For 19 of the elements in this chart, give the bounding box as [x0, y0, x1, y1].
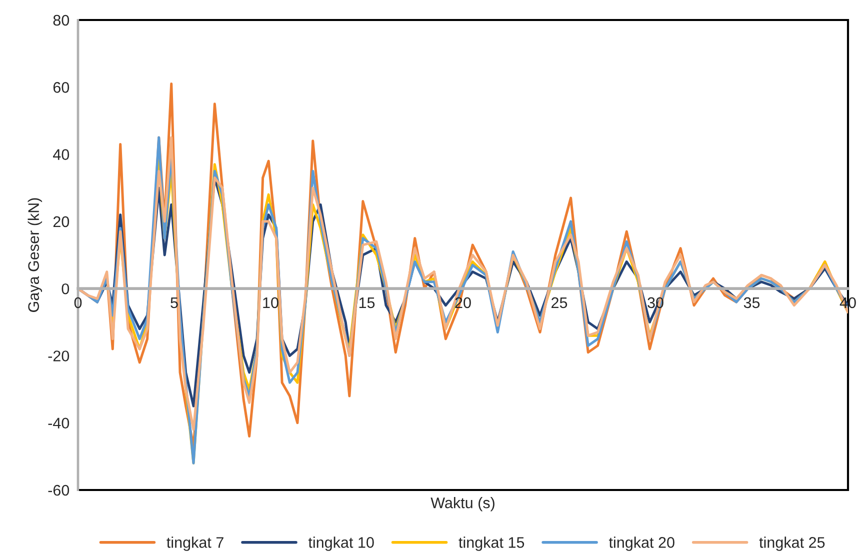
legend-label: tingkat 10	[308, 536, 374, 551]
x-tick-label: 25	[552, 297, 568, 308]
x-axis-title: Waktu (s)	[430, 497, 494, 512]
y-tick-label: 0	[62, 283, 70, 294]
y-tick-label: 40	[53, 149, 70, 160]
y-tick-label: 60	[53, 82, 70, 93]
y-tick-label: 80	[53, 14, 70, 26]
x-tick-label: 15	[359, 297, 375, 308]
y-tick-label: -20	[48, 350, 70, 362]
legend-label: tingkat 15	[458, 536, 524, 551]
legend-label: tingkat 25	[759, 536, 825, 551]
y-axis-title: Gaya Geser (kN)	[28, 198, 42, 312]
x-tick-label: 0	[74, 297, 82, 308]
legend-label: tingkat 20	[608, 536, 674, 551]
legend-label: tingkat 7	[166, 536, 224, 551]
y-tick-label: -60	[48, 484, 70, 496]
x-tick-label: 35	[744, 297, 760, 308]
y-tick-label: 20	[53, 216, 70, 228]
y-tick-label: -40	[48, 418, 70, 429]
